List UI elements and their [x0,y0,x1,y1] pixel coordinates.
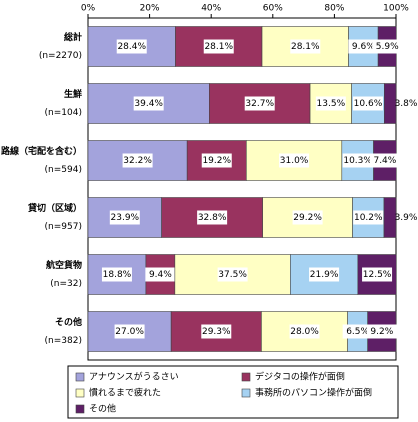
label-box [133,96,164,111]
label-box [362,267,393,282]
value-label: 39.4% [134,99,163,109]
bar-segment [383,197,397,238]
bar-segment [383,83,397,124]
value-label: 32.7% [245,99,274,109]
label-box [292,210,323,225]
legend-label: アナウンスがうるさい [89,371,179,383]
sample-size: (n=957) [45,222,82,232]
label-box [116,39,147,54]
sample-size: (n=2270) [39,51,82,61]
value-label: 7.4% [373,156,396,166]
legend-swatch [75,388,85,398]
x-tick-label: 20% [140,4,160,14]
value-label: 13.5% [317,99,346,109]
legend-frame [67,365,399,419]
x-tick-label: 60% [263,4,283,14]
category-label: 路線（宅配を含む） [1,145,82,157]
value-label: 28.4% [117,42,146,52]
label-box [203,39,234,54]
label-box [352,96,383,111]
x-tick-label: 40% [201,4,221,14]
value-label: 31.0% [280,156,309,166]
label-box [279,153,310,168]
label-box [342,153,373,168]
label-box [372,39,403,54]
label-box [289,324,320,339]
legend-swatch [75,372,85,382]
label-box [353,210,384,225]
sample-size: (n=32) [50,279,82,289]
value-label: 28.1% [204,42,233,52]
label-box [101,267,132,282]
sample-size: (n=382) [45,336,82,346]
category-label: 航空貨物 [46,259,82,271]
value-label: 37.5% [218,270,247,280]
value-label: 10.6% [354,99,383,109]
label-box [197,210,228,225]
bar-segment [87,26,176,67]
value-label: 6.5% [346,327,369,337]
value-label: 23.9% [111,213,140,223]
legend-swatch [75,404,85,414]
value-label: 21.9% [310,270,339,280]
label-box [201,324,232,339]
legend-label: 慣れるまで疲れた [89,387,161,399]
value-label: 29.3% [202,327,231,337]
label-box [114,324,145,339]
label-box [145,267,176,282]
legend-label: その他 [89,403,116,415]
value-label: 19.2% [202,156,231,166]
label-box [309,267,340,282]
label-box [244,96,275,111]
sample-size: (n=594) [45,165,82,175]
legend-label: 事務所のパソコン操作が面倒 [255,387,372,399]
label-box [342,324,373,339]
value-label: 32.8% [198,213,227,223]
x-tick-label: 0% [81,4,96,14]
label-box [217,267,248,282]
x-tick-label: 80% [324,4,344,14]
value-label: 27.0% [115,327,144,337]
value-label: 9.2% [370,327,393,337]
label-box [201,153,232,168]
value-label: 28.1% [291,42,320,52]
plot-frame [87,17,397,361]
value-label: 12.5% [363,270,392,280]
label-box [122,153,153,168]
sample-size: (n=104) [45,108,82,118]
category-label: 貸切（区域） [28,202,82,214]
category-label: 総計 [64,31,82,43]
value-label: 32.2% [123,156,152,166]
label-box [109,210,140,225]
value-label: 10.3% [343,156,372,166]
value-label: 18.8% [103,270,132,280]
value-label: 3.9% [395,213,418,223]
legend-swatch [241,372,251,382]
category-label: その他 [55,316,82,328]
category-label: 生鮮 [64,88,82,100]
label-box [366,324,397,339]
x-tick-label: 100% [383,4,409,14]
value-label: 29.2% [293,213,322,223]
legend-swatch [241,388,251,398]
label-box [315,96,346,111]
value-label: 9.4% [149,270,172,280]
value-label: 5.9% [376,42,399,52]
value-label: 10.2% [354,213,383,223]
legend-label: デジタコの操作が面倒 [255,371,345,383]
label-box [348,39,379,54]
label-box [290,39,321,54]
value-label: 9.6% [352,42,375,52]
value-label: 28.0% [290,327,319,337]
label-box [369,153,400,168]
value-label: 3.8% [395,99,418,109]
